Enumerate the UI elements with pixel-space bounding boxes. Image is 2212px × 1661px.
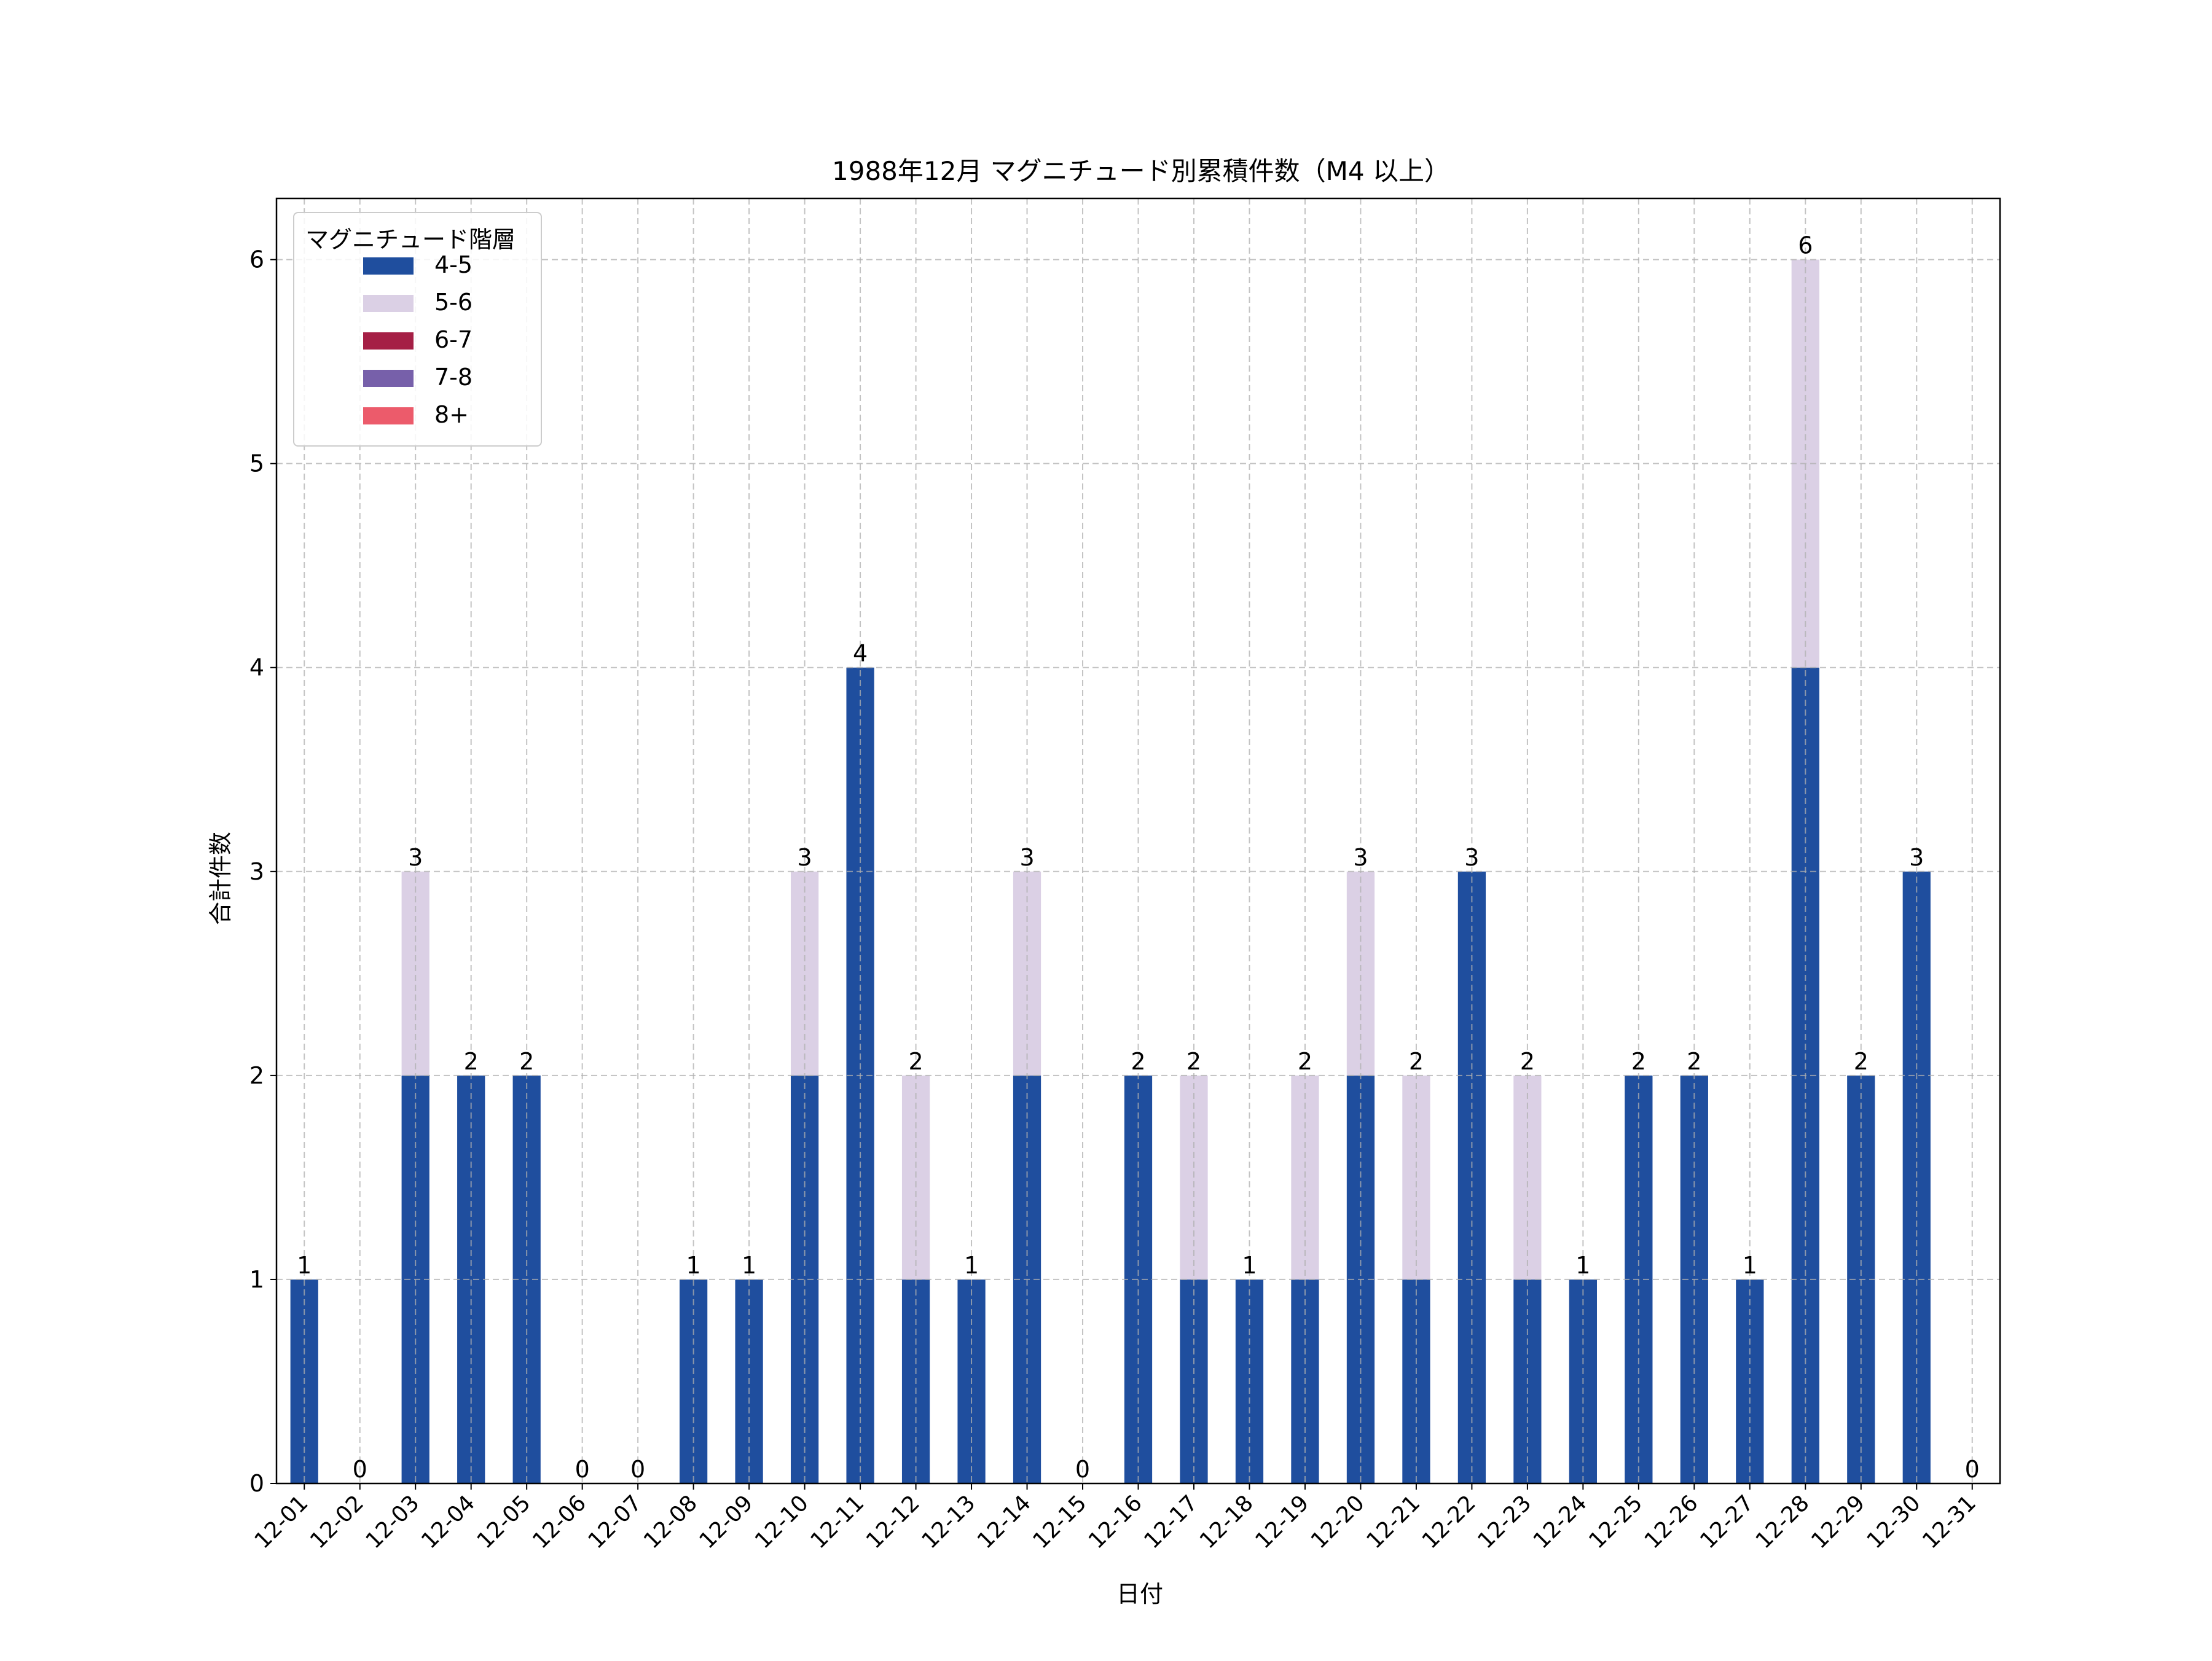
total-label-12-23: 2 bbox=[1520, 1048, 1535, 1075]
x-tick-label-12-13: 12-13 bbox=[917, 1490, 980, 1554]
y-tick-label: 6 bbox=[249, 246, 264, 273]
total-label-12-21: 2 bbox=[1409, 1048, 1424, 1075]
total-label-12-10: 3 bbox=[798, 844, 812, 871]
legend-label: 4-5 bbox=[434, 251, 473, 278]
x-tick-label-12-05: 12-05 bbox=[473, 1490, 536, 1554]
total-label-12-14: 3 bbox=[1019, 844, 1034, 871]
x-tick-label-12-20: 12-20 bbox=[1306, 1490, 1370, 1554]
total-label-12-27: 1 bbox=[1743, 1252, 1757, 1279]
x-tick-label-12-16: 12-16 bbox=[1084, 1490, 1147, 1554]
bar-12-20-5-6 bbox=[1346, 871, 1375, 1076]
x-tick-label-12-02: 12-02 bbox=[305, 1490, 369, 1554]
x-tick-label-12-15: 12-15 bbox=[1028, 1490, 1091, 1554]
x-tick-label-12-25: 12-25 bbox=[1584, 1490, 1647, 1554]
y-axis-label: 合計件数 bbox=[207, 832, 234, 925]
total-label-12-29: 2 bbox=[1854, 1048, 1869, 1075]
x-tick-label-12-23: 12-23 bbox=[1473, 1490, 1536, 1554]
legend-swatch bbox=[363, 257, 414, 275]
legend-label: 6-7 bbox=[434, 326, 473, 353]
x-tick-label-12-27: 12-27 bbox=[1695, 1490, 1759, 1554]
chart-title: 1988年12月 マグニチュード別累積件数（M4 以上） bbox=[832, 156, 1450, 186]
legend-item-8+: 8+ bbox=[363, 401, 535, 428]
y-tick-label: 4 bbox=[249, 654, 264, 681]
total-label-12-09: 1 bbox=[742, 1252, 756, 1279]
x-tick-label-12-10: 12-10 bbox=[750, 1490, 814, 1554]
legend-label: 8+ bbox=[434, 401, 469, 428]
legend-item-6-7: 6-7 bbox=[363, 326, 535, 353]
x-tick-label-12-12: 12-12 bbox=[861, 1490, 925, 1554]
total-label-12-26: 2 bbox=[1687, 1048, 1701, 1075]
bar-12-14-5-6 bbox=[1013, 871, 1041, 1076]
total-label-12-11: 4 bbox=[853, 640, 868, 667]
total-label-12-15: 0 bbox=[1075, 1456, 1090, 1483]
x-tick-label-12-08: 12-08 bbox=[639, 1490, 702, 1554]
x-tick-label-12-11: 12-11 bbox=[806, 1490, 869, 1554]
total-label-12-25: 2 bbox=[1631, 1048, 1646, 1075]
x-tick-label-12-03: 12-03 bbox=[361, 1490, 425, 1554]
total-label-12-12: 2 bbox=[908, 1048, 923, 1075]
total-label-12-07: 0 bbox=[630, 1456, 645, 1483]
y-tick-label: 3 bbox=[249, 858, 264, 885]
total-label-12-08: 1 bbox=[686, 1252, 701, 1279]
total-label-12-17: 2 bbox=[1186, 1048, 1201, 1075]
legend-label: 7-8 bbox=[434, 364, 473, 391]
total-label-12-13: 1 bbox=[964, 1252, 979, 1279]
x-tick-label-12-26: 12-26 bbox=[1640, 1490, 1703, 1554]
total-label-12-20: 3 bbox=[1353, 844, 1368, 871]
y-tick-label: 1 bbox=[249, 1266, 264, 1293]
x-tick-label-12-04: 12-04 bbox=[417, 1490, 480, 1554]
x-tick-label-12-31: 12-31 bbox=[1918, 1490, 1981, 1554]
legend: マグニチュード階層 4-5 5-6 6-7 7-8 8+ bbox=[293, 212, 542, 447]
legend-title: マグニチュード階層 bbox=[305, 226, 516, 253]
x-tick-label-12-29: 12-29 bbox=[1806, 1490, 1870, 1554]
y-tick-label: 2 bbox=[249, 1062, 264, 1089]
total-label-12-31: 0 bbox=[1965, 1456, 1980, 1483]
legend-item-7-8: 7-8 bbox=[363, 364, 535, 391]
x-tick-label-12-06: 12-06 bbox=[528, 1490, 591, 1554]
legend-swatch bbox=[363, 295, 414, 312]
x-tick-label-12-21: 12-21 bbox=[1362, 1490, 1425, 1554]
bar-12-03-5-6 bbox=[401, 871, 429, 1076]
legend-label: 5-6 bbox=[434, 289, 473, 316]
y-tick-label: 0 bbox=[249, 1470, 264, 1497]
total-label-12-06: 0 bbox=[575, 1456, 590, 1483]
x-tick-label-12-01: 12-01 bbox=[250, 1490, 313, 1554]
legend-swatch bbox=[363, 407, 414, 424]
x-tick-label-12-30: 12-30 bbox=[1862, 1490, 1926, 1554]
x-tick-label-12-07: 12-07 bbox=[584, 1490, 647, 1554]
legend-swatch bbox=[363, 370, 414, 387]
bar-12-10-5-6 bbox=[790, 871, 819, 1076]
x-tick-label-12-28: 12-28 bbox=[1751, 1490, 1814, 1554]
x-tick-label-12-19: 12-19 bbox=[1250, 1490, 1314, 1554]
x-tick-label-12-14: 12-14 bbox=[973, 1490, 1036, 1554]
total-label-12-22: 3 bbox=[1464, 844, 1479, 871]
total-label-12-03: 3 bbox=[408, 844, 423, 871]
total-label-12-01: 1 bbox=[297, 1252, 312, 1279]
total-label-12-16: 2 bbox=[1131, 1048, 1145, 1075]
total-label-12-24: 1 bbox=[1575, 1252, 1590, 1279]
x-tick-label-12-17: 12-17 bbox=[1139, 1490, 1202, 1554]
legend-item-5-6: 5-6 bbox=[363, 289, 535, 316]
x-tick-label-12-24: 12-24 bbox=[1529, 1490, 1592, 1554]
legend-item-4-5: 4-5 bbox=[363, 251, 535, 278]
total-label-12-28: 6 bbox=[1798, 232, 1813, 259]
y-tick-label: 5 bbox=[249, 450, 264, 477]
data-labels-group: 1 0 3 2 2 0 0 1 1 3 4 2 1 3 0 2 2 1 2 3 2 3 2 1 2 2 1 6 2 3 0 bbox=[297, 232, 1980, 1483]
total-label-12-02: 0 bbox=[353, 1456, 367, 1483]
x-axis-label: 日付 bbox=[1116, 1581, 1163, 1608]
x-tick-label-12-18: 12-18 bbox=[1195, 1490, 1258, 1554]
total-label-12-04: 2 bbox=[464, 1048, 479, 1075]
legend-swatch bbox=[363, 332, 414, 350]
total-label-12-05: 2 bbox=[519, 1048, 534, 1075]
total-label-12-19: 2 bbox=[1298, 1048, 1312, 1075]
x-tick-label-12-22: 12-22 bbox=[1418, 1490, 1481, 1554]
total-label-12-30: 3 bbox=[1909, 844, 1924, 871]
total-label-12-18: 1 bbox=[1242, 1252, 1257, 1279]
x-tick-label-12-09: 12-09 bbox=[695, 1490, 758, 1554]
